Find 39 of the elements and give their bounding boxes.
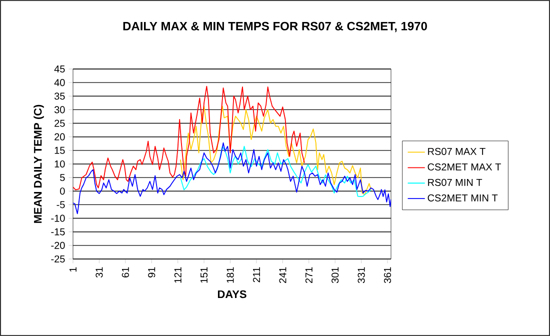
y-tick-label: 10 <box>54 160 65 168</box>
x-tick-label: 271 <box>305 267 312 283</box>
y-tick-label: -15 <box>51 228 65 236</box>
y-tick-label: 5 <box>60 174 65 182</box>
y-tick-label: 40 <box>54 79 65 86</box>
chart-title: DAILY MAX & MIN TEMPS FOR RS07 & CS2MET, 1970 <box>123 22 427 32</box>
y-tick-label: 15 <box>54 146 65 154</box>
legend-label: RS07 MAX T <box>428 148 486 155</box>
x-tick-label: 61 <box>122 267 129 278</box>
x-tick-label: 241 <box>279 267 286 283</box>
y-tick-label: -5 <box>56 201 65 208</box>
x-axis-title: DAYS <box>218 290 246 298</box>
y-tick-label: 25 <box>54 120 65 127</box>
y-tick-label: -10 <box>51 214 65 222</box>
legend-label: RS07 MIN T <box>428 178 482 186</box>
y-axis-title: MEAN DAILY TEMP (C) <box>34 104 44 223</box>
x-tick-label: 181 <box>226 267 234 283</box>
x-tick-label: 1 <box>70 267 76 272</box>
y-tick-label: 45 <box>54 66 65 72</box>
x-tick-label: 91 <box>148 267 156 278</box>
line-series <box>73 142 391 214</box>
x-tick-label: 301 <box>332 267 339 284</box>
y-tick-label: -20 <box>51 242 65 249</box>
x-tick-label: 331 <box>358 267 365 284</box>
y-tick-label: 35 <box>54 92 65 100</box>
legend-label: CS2MET MAX T <box>428 163 501 170</box>
y-tick-label: 0 <box>60 188 65 195</box>
y-tick-label: 30 <box>54 106 65 114</box>
x-tick-label: 211 <box>252 267 260 282</box>
x-tick-label: 361 <box>384 267 392 284</box>
line-series <box>180 106 372 196</box>
x-tick-label: 31 <box>96 267 103 278</box>
legend-label: CS2MET MIN T <box>428 194 498 202</box>
line-series <box>180 146 372 198</box>
x-tick-label: 121 <box>174 267 182 283</box>
y-tick-label: 20 <box>54 133 65 140</box>
y-tick-label: -25 <box>51 255 65 263</box>
line-series <box>73 86 305 190</box>
x-tick-label: 151 <box>200 267 208 283</box>
